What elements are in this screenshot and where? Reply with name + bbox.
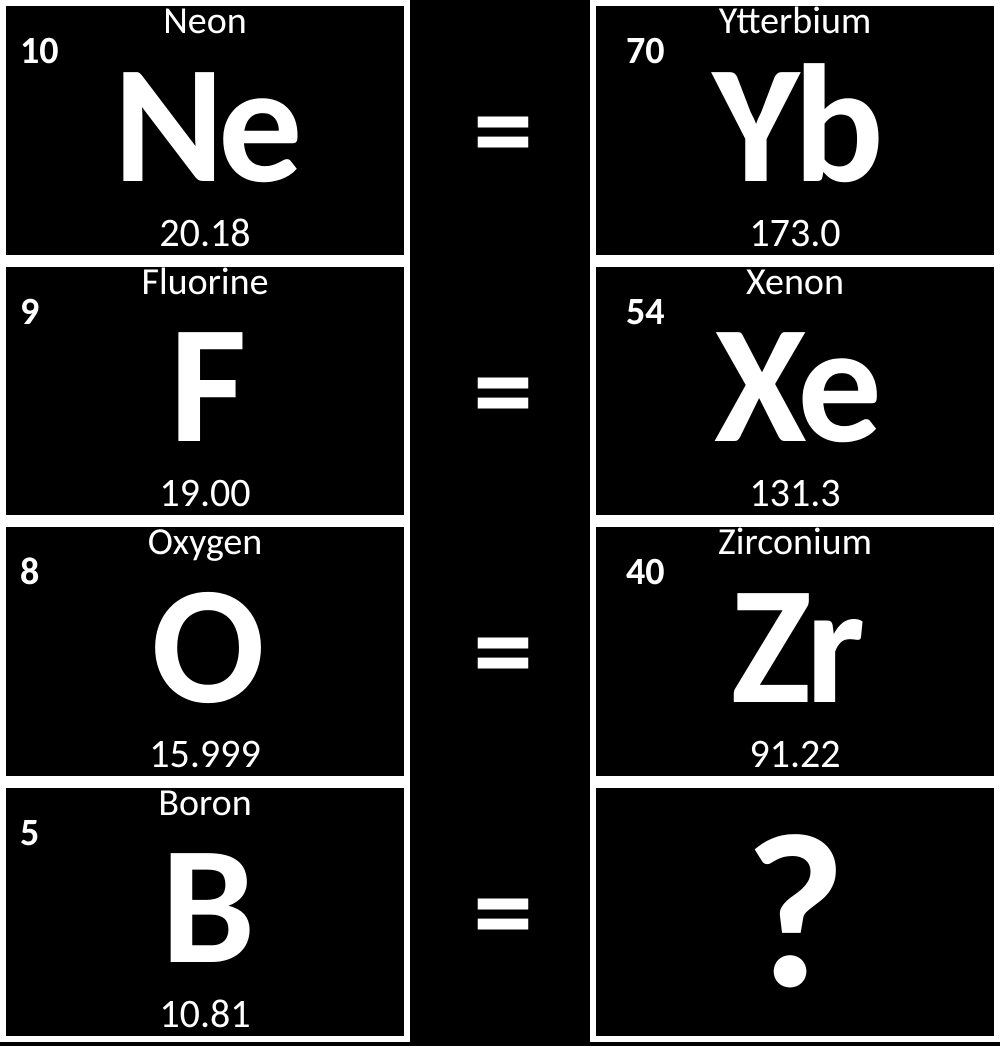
element-tile-boron: Boron 5 B 10.81 — [0, 782, 410, 1043]
equals-sign: = — [410, 0, 590, 261]
element-tile-xenon: Xenon 54 Xe 131.3 — [590, 261, 1000, 522]
question-mark-icon: ? — [744, 802, 846, 1022]
puzzle-row: Boron 5 B 10.81 = ? — [0, 782, 1000, 1043]
element-symbol: Xe — [714, 297, 876, 474]
element-symbol: B — [161, 818, 249, 995]
element-symbol: F — [169, 297, 240, 474]
element-symbol: Zr — [731, 557, 859, 734]
element-symbol: Yb — [712, 36, 877, 213]
element-tile-fluorine: Fluorine 9 F 19.00 — [0, 261, 410, 522]
element-number: 54 — [626, 293, 665, 331]
element-mass: 131.3 — [749, 473, 840, 513]
element-mass: 173.0 — [749, 213, 840, 253]
puzzle-grid: Neon 10 Ne 20.18 = Ytterbium 70 Yb 173.0… — [0, 0, 1000, 1042]
equals-sign: = — [410, 261, 590, 522]
element-tile-ytterbium: Ytterbium 70 Yb 173.0 — [590, 0, 1000, 261]
equals-sign: = — [410, 782, 590, 1043]
element-symbol: O — [151, 557, 259, 734]
equals-sign: = — [410, 521, 590, 782]
puzzle-row: Fluorine 9 F 19.00 = Xenon 54 Xe 131.3 — [0, 261, 1000, 522]
element-mass: 91.22 — [749, 734, 840, 774]
mystery-tile: ? — [590, 782, 1000, 1043]
puzzle-row: Oxygen 8 O 15.999 = Zirconium 40 Zr 91.2… — [0, 521, 1000, 782]
element-mass: 20.18 — [159, 213, 250, 253]
element-number: 10 — [20, 32, 59, 70]
element-mass: 10.81 — [159, 994, 250, 1034]
element-number: 8 — [20, 553, 39, 591]
element-tile-neon: Neon 10 Ne 20.18 — [0, 0, 410, 261]
element-number: 5 — [20, 814, 39, 852]
element-mass: 19.00 — [159, 473, 250, 513]
element-tile-zirconium: Zirconium 40 Zr 91.22 — [590, 521, 1000, 782]
puzzle-row: Neon 10 Ne 20.18 = Ytterbium 70 Yb 173.0 — [0, 0, 1000, 261]
element-tile-oxygen: Oxygen 8 O 15.999 — [0, 521, 410, 782]
element-symbol: Ne — [113, 36, 296, 213]
element-mass: 15.999 — [149, 734, 260, 774]
element-number: 9 — [20, 293, 39, 331]
element-number: 70 — [626, 32, 665, 70]
element-number: 40 — [626, 553, 665, 591]
